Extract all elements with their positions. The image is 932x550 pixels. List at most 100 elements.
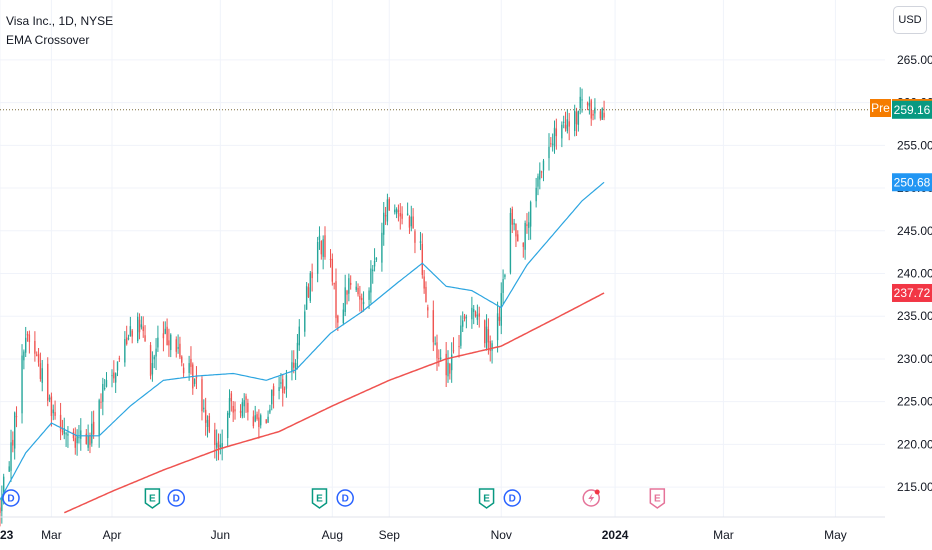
dividend-marker[interactable]: D — [2, 489, 20, 507]
candle — [436, 334, 438, 371]
candle — [562, 115, 565, 129]
candle — [370, 260, 372, 304]
earnings-marker[interactable]: E — [144, 488, 161, 509]
candle — [293, 350, 295, 374]
earnings-marker[interactable]: E — [311, 488, 328, 509]
candle — [226, 410, 229, 448]
x-tick-label: May — [824, 528, 847, 542]
svg-text:E: E — [483, 494, 490, 505]
candle — [131, 329, 133, 344]
candle — [221, 429, 223, 461]
svg-text:D: D — [7, 494, 14, 505]
candle — [41, 359, 43, 392]
candle — [509, 207, 512, 275]
candle — [170, 333, 172, 358]
candle — [419, 231, 422, 251]
candle — [74, 427, 76, 455]
candle — [230, 390, 233, 412]
flash-icon[interactable] — [582, 489, 600, 507]
candle — [113, 360, 115, 383]
candle — [537, 173, 539, 196]
candle — [1, 485, 3, 524]
candle — [513, 218, 515, 231]
candle — [529, 200, 532, 240]
candle — [539, 162, 541, 190]
candle — [410, 205, 412, 232]
time-axis[interactable]: 2023 Mar Apr Jun Aug Sep Nov 2024 Mar May — [0, 516, 885, 542]
price-axis[interactable]: 215.00 220.00 225.00 230.00 235.00 240.00 245.… — [897, 53, 932, 494]
candle — [25, 326, 27, 358]
symbol-title[interactable]: Visa Inc., 1D, NYSE — [6, 14, 114, 28]
earnings-marker[interactable]: E — [478, 488, 495, 509]
candle — [476, 304, 479, 326]
candle — [111, 369, 113, 388]
candle — [496, 301, 499, 353]
candle — [137, 312, 139, 344]
x-tick-label: 2024 — [602, 528, 629, 542]
svg-text:D: D — [173, 494, 180, 505]
candle — [439, 349, 442, 362]
candle — [384, 206, 387, 225]
candle — [206, 415, 209, 438]
currency-button[interactable]: USD — [893, 6, 927, 34]
ema-fast-tag: 250.68 — [892, 173, 932, 192]
candle — [217, 433, 220, 461]
candle — [100, 393, 102, 409]
last-price-tag: 259.16 — [892, 100, 932, 119]
y-tick-label: 220.00 — [897, 437, 932, 451]
candle — [239, 404, 242, 418]
candle — [555, 118, 558, 150]
x-tick-label: Apr — [103, 528, 122, 542]
candle — [278, 376, 280, 400]
candle — [23, 349, 25, 370]
candle — [125, 325, 128, 346]
candle — [271, 389, 273, 411]
x-tick-label: Mar — [41, 528, 62, 542]
y-tick-label: 265.00 — [897, 53, 932, 67]
svg-text:E: E — [316, 494, 323, 505]
candle — [0, 500, 1, 527]
candle — [304, 304, 306, 337]
ema-fast-line — [0, 181, 605, 501]
svg-text:250.68: 250.68 — [894, 175, 931, 189]
candle — [142, 316, 144, 338]
candle — [232, 401, 234, 422]
candle — [182, 363, 185, 378]
candle — [47, 357, 49, 407]
candle — [252, 410, 255, 429]
candle — [78, 425, 80, 444]
candle — [243, 393, 245, 418]
candle — [450, 342, 453, 383]
candle — [48, 394, 51, 403]
candle — [39, 352, 42, 382]
candle — [85, 429, 87, 445]
candle — [452, 337, 455, 354]
candle — [511, 206, 513, 234]
candle — [425, 281, 427, 303]
candle — [52, 404, 54, 421]
candle — [283, 386, 286, 394]
candle — [269, 404, 271, 415]
candle — [421, 233, 424, 279]
candle — [329, 249, 332, 268]
candle — [438, 349, 440, 367]
candle — [215, 429, 218, 461]
candle — [381, 222, 383, 272]
candle — [461, 311, 464, 333]
candle — [190, 346, 192, 375]
candle — [388, 197, 390, 211]
candle — [63, 417, 65, 440]
candle — [517, 230, 519, 242]
candle — [603, 100, 605, 121]
dividend-marker[interactable]: D — [167, 489, 186, 507]
candle — [65, 431, 67, 447]
candle — [322, 235, 324, 270]
indicator-title[interactable]: EMA Crossover — [6, 33, 90, 47]
candle — [87, 424, 89, 451]
x-tick-label: Nov — [491, 528, 512, 542]
earnings-marker[interactable]: E — [649, 488, 666, 509]
candle — [98, 398, 100, 448]
dividend-marker[interactable]: D — [503, 489, 522, 507]
dividend-marker[interactable]: D — [336, 489, 354, 507]
